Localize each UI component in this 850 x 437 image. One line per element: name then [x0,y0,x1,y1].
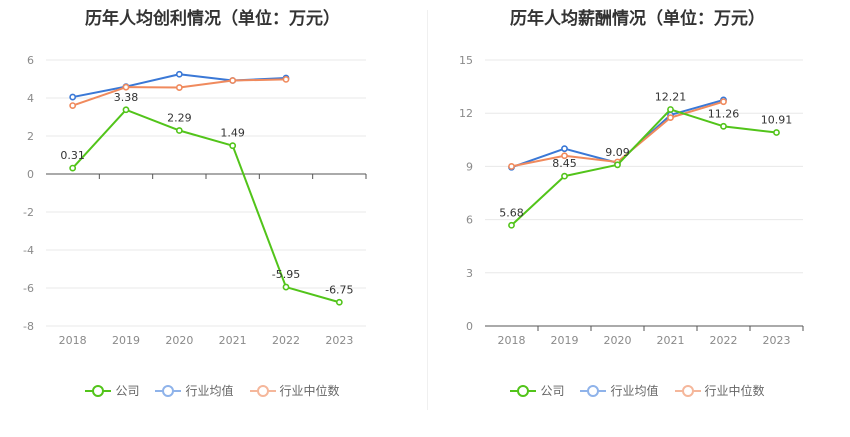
legend-marker-industry-avg-icon [155,384,182,398]
chart-legend: 公司 行业均值 行业中位数 [425,382,850,399]
data-label: 9.09 [605,146,630,159]
legend-marker-industry-median-icon [249,384,276,398]
x-tick-label: 2023 [763,334,791,347]
data-label: -6.75 [325,283,353,296]
legend-item-company[interactable]: 公司 [510,382,564,399]
y-tick-label: -8 [23,320,34,333]
data-point-industry_avg [69,93,77,101]
y-tick-label: 12 [459,107,473,120]
data-point-industry_median [282,75,290,83]
y-tick-label: -6 [23,282,34,295]
salary-chart-plot: 15 12 9 6 3 0 2018 2019 2020 2021 2022 2023 5.68 8.45… [459,54,804,347]
panel-divider [427,10,428,410]
legend-marker-industry-avg-icon [580,384,607,398]
x-tick-label: 2021 [657,334,685,347]
x-tick-label: 2020 [604,334,632,347]
legend-marker-industry-median-icon [674,384,701,398]
data-label: 8.45 [552,157,577,170]
data-point-industry_median [561,152,568,160]
legend-item-company[interactable]: 公司 [85,382,139,399]
data-point-industry_median [508,162,515,170]
data-point-company [508,221,515,229]
legend-label: 行业中位数 [704,384,765,398]
data-label: 12.21 [655,90,687,103]
data-point-company [773,129,780,136]
data-point-industry_median [69,102,77,109]
profit-per-capita-chart: 历年人均创利情况（单位：万元） 6 4 2 0 -2 -4 -6 -8 2018 2019 2020… [0,9,425,399]
x-tick-label: 2020 [165,334,193,347]
y-tick-label: 9 [466,160,473,173]
data-point-company [720,122,727,130]
data-point-company [282,283,290,291]
chart-title: 历年人均创利情况（单位：万元） [85,9,340,29]
y-tick-label: -2 [23,206,34,219]
legend-marker-company-icon [510,384,537,398]
data-point-industry_avg [175,70,183,78]
data-point-company [122,106,130,114]
y-tick-label: 3 [466,267,473,280]
data-point-industry_median [229,77,237,84]
legend-item-industry-avg[interactable]: 行业均值 [155,382,234,399]
y-tick-label: -4 [23,244,34,257]
series-line-industry_median [72,78,287,107]
legend-label: 公司 [540,384,565,398]
y-tick-label: 6 [27,54,34,67]
legend-item-industry-median[interactable]: 行业中位数 [249,382,340,399]
legend-label: 行业中位数 [279,384,340,398]
chart-title: 历年人均薪酬情况（单位：万元） [510,9,765,29]
legend-label: 公司 [115,384,140,398]
data-point-company [229,142,237,150]
legend-label: 行业均值 [185,384,234,398]
data-point-company [69,164,77,172]
legend-label: 行业均值 [610,384,659,398]
x-tick-label: 2019 [112,334,140,347]
y-tick-label: 0 [27,168,34,181]
y-tick-label: 15 [459,54,473,67]
x-tick-label: 2019 [551,334,579,347]
data-point-industry_median [667,114,674,122]
x-tick-label: 2022 [272,334,300,347]
data-label: 10.91 [761,114,793,127]
legend-item-industry-avg[interactable]: 行业均值 [580,382,659,399]
data-point-company [175,127,183,134]
legend-item-industry-median[interactable]: 行业中位数 [674,382,765,399]
legend-marker-company-icon [85,384,112,398]
x-tick-label: 2018 [498,334,526,347]
data-point-company [561,172,568,180]
data-point-company [614,161,621,169]
profit-chart-plot: 6 4 2 0 -2 -4 -6 -8 2018 2019 2020 2021 2022 2023 0.31… [23,54,367,347]
y-tick-label: 0 [466,320,473,333]
x-tick-label: 2018 [59,334,87,347]
x-tick-label: 2022 [710,334,738,347]
data-label: 3.38 [114,91,139,104]
data-label: 11.26 [708,107,740,120]
data-point-industry_median [122,83,130,91]
series-line-company [510,108,777,227]
data-label: 0.31 [60,149,85,162]
data-label: -5.95 [272,268,300,281]
chart-legend: 公司 行业均值 行业中位数 [0,382,425,399]
data-point-company [335,298,343,306]
data-label: 1.49 [220,127,245,140]
data-label: 2.29 [167,111,192,124]
x-tick-label: 2023 [325,334,353,347]
data-point-company [667,106,674,113]
y-tick-label: 4 [27,92,34,105]
y-tick-label: 6 [466,214,473,227]
salary-per-capita-chart: 历年人均薪酬情况（单位：万元） 15 12 9 6 3 0 2018 2019 2020 2021… [425,0,850,437]
y-tick-label: 2 [27,130,34,143]
x-tick-label: 2021 [219,334,247,347]
data-point-industry_avg [561,145,568,153]
data-point-industry_median [720,98,727,106]
data-label: 5.68 [499,206,524,219]
series-line-company [71,108,340,304]
data-point-industry_median [175,84,183,91]
